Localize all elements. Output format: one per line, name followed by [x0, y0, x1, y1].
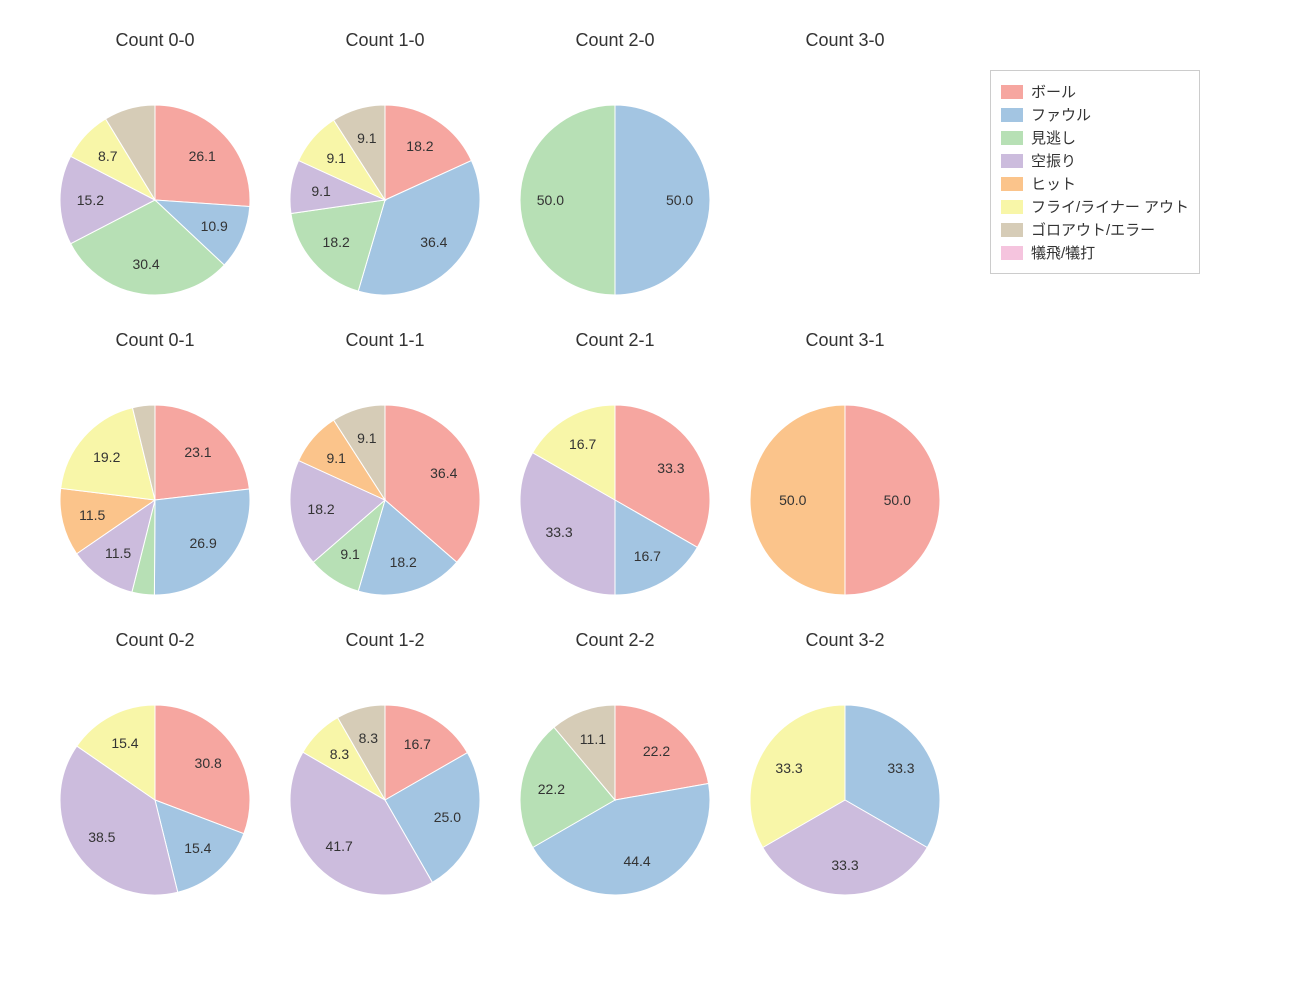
pie-c20: Count 2-050.050.0: [500, 20, 730, 320]
chart-grid: Count 0-026.110.930.415.28.7Count 1-018.…: [0, 0, 1300, 1000]
legend-label: ゴロアウト/エラー: [1031, 219, 1155, 240]
pie-title: Count 1-2: [270, 630, 500, 651]
legend-label: ヒット: [1031, 173, 1076, 194]
pie-c11: Count 1-136.418.29.118.29.19.1: [270, 320, 500, 620]
legend-label: 犠飛/犠打: [1031, 242, 1095, 263]
pie-title: Count 3-2: [730, 630, 960, 651]
legend-swatch: [1001, 131, 1023, 145]
legend-item-flyout: フライ/ライナー アウト: [1001, 196, 1189, 217]
pie-c30: Count 3-0: [730, 20, 960, 320]
legend-label: 見逃し: [1031, 127, 1076, 148]
legend-swatch: [1001, 223, 1023, 237]
legend-swatch: [1001, 154, 1023, 168]
pie-svg: [40, 320, 270, 620]
pie-c01: Count 0-123.126.911.511.519.2: [40, 320, 270, 620]
legend-item-swing: 空振り: [1001, 150, 1189, 171]
pie-slice-ball: [155, 105, 250, 207]
pie-c00: Count 0-026.110.930.415.28.7: [40, 20, 270, 320]
pie-slice-look: [520, 105, 615, 295]
pie-slice-foul: [154, 489, 250, 595]
pie-svg: [270, 320, 500, 620]
pie-svg: [40, 20, 270, 320]
pie-c02: Count 0-230.815.438.515.4: [40, 620, 270, 920]
legend-label: 空振り: [1031, 150, 1076, 171]
pie-c31: Count 3-150.050.0: [730, 320, 960, 620]
legend-label: フライ/ライナー アウト: [1031, 196, 1189, 217]
pie-title: Count 1-1: [270, 330, 500, 351]
pie-svg: [500, 620, 730, 920]
legend-item-foul: ファウル: [1001, 104, 1189, 125]
pie-svg: [500, 20, 730, 320]
legend-swatch: [1001, 108, 1023, 122]
pie-title: Count 2-1: [500, 330, 730, 351]
pie-svg: [730, 320, 960, 620]
pie-slice-foul: [615, 105, 710, 295]
pie-title: Count 0-0: [40, 30, 270, 51]
pie-slice-ball: [845, 405, 940, 595]
legend-item-hit: ヒット: [1001, 173, 1189, 194]
pie-slice-hit: [750, 405, 845, 595]
legend-swatch: [1001, 246, 1023, 260]
legend-swatch: [1001, 85, 1023, 99]
legend-item-ball: ボール: [1001, 81, 1189, 102]
legend-item-sac: 犠飛/犠打: [1001, 242, 1189, 263]
pie-title: Count 2-0: [500, 30, 730, 51]
pie-c32: Count 3-233.333.333.3: [730, 620, 960, 920]
legend-label: ファウル: [1031, 104, 1091, 125]
legend: ボールファウル見逃し空振りヒットフライ/ライナー アウトゴロアウト/エラー犠飛/…: [990, 70, 1200, 274]
pie-c12: Count 1-216.725.041.78.38.3: [270, 620, 500, 920]
pie-svg: [40, 620, 270, 920]
pie-title: Count 0-1: [40, 330, 270, 351]
pie-svg: [270, 620, 500, 920]
pie-svg: [270, 20, 500, 320]
pie-title: Count 0-2: [40, 630, 270, 651]
legend-item-gb_err: ゴロアウト/エラー: [1001, 219, 1189, 240]
pie-title: Count 2-2: [500, 630, 730, 651]
pie-c21: Count 2-133.316.733.316.7: [500, 320, 730, 620]
pie-title: Count 3-1: [730, 330, 960, 351]
legend-swatch: [1001, 177, 1023, 191]
pie-title: Count 3-0: [730, 30, 960, 51]
pie-c22: Count 2-222.244.422.211.1: [500, 620, 730, 920]
legend-item-look: 見逃し: [1001, 127, 1189, 148]
legend-swatch: [1001, 200, 1023, 214]
legend-label: ボール: [1031, 81, 1076, 102]
pie-c10: Count 1-018.236.418.29.19.19.1: [270, 20, 500, 320]
pie-slice-ball: [155, 405, 249, 500]
pie-svg: [500, 320, 730, 620]
pie-title: Count 1-0: [270, 30, 500, 51]
pie-svg: [730, 620, 960, 920]
